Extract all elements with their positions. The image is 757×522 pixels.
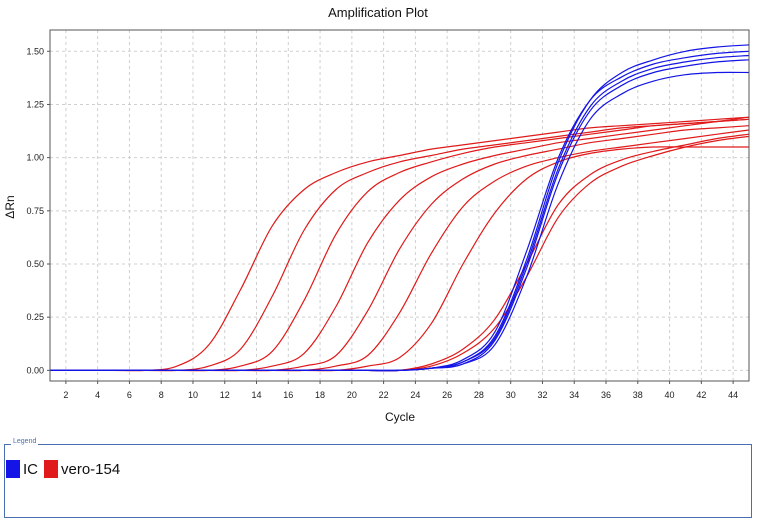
curve-vero-154-6 — [50, 118, 750, 372]
x-tick-label: 6 — [127, 390, 132, 400]
curve-ic-0 — [50, 54, 750, 372]
x-tick-label: 14 — [252, 390, 262, 400]
x-tick-label: 22 — [379, 390, 389, 400]
y-tick-label: 0.25 — [26, 312, 44, 322]
x-tick-label: 18 — [315, 390, 325, 400]
y-tick-label: 1.00 — [26, 153, 44, 163]
x-tick-label: 42 — [696, 390, 706, 400]
curve-vero-154-5 — [50, 116, 750, 372]
x-tick-label: 20 — [347, 390, 357, 400]
legend-label-vero-154: vero-154 — [61, 460, 121, 478]
plot-frame — [49, 29, 750, 382]
legend-caption: Legend — [11, 438, 39, 445]
x-tick-label: 2 — [63, 390, 68, 400]
y-axis-ticks: 0.00 0.25 0.50 0.75 1.00 1.25 1.50 — [26, 46, 50, 375]
y-tick-label: 0.50 — [26, 259, 44, 269]
x-tick-label: 28 — [474, 390, 484, 400]
x-axis-label: Cycle — [385, 410, 415, 424]
x-tick-label: 8 — [159, 390, 164, 400]
amplification-curves — [50, 44, 750, 372]
amplification-plot: Amplification Plot 2 4 6 8 10 12 14 16 18 20 22 24 2… — [3, 5, 750, 424]
x-tick-label: 12 — [220, 390, 230, 400]
curve-vero-154-13 — [50, 135, 750, 372]
chart-title: Amplification Plot — [328, 5, 428, 20]
y-tick-label: 1.50 — [26, 46, 44, 56]
legend-label-ic: IC — [23, 460, 38, 478]
legend-item-vero-154[interactable]: vero-154 — [44, 460, 120, 478]
y-tick-label: 1.25 — [26, 99, 44, 109]
legend-item-ic[interactable]: IC — [6, 460, 38, 478]
x-tick-label: 24 — [410, 390, 420, 400]
curve-vero-154-11 — [50, 146, 749, 372]
x-tick-label: 36 — [601, 390, 611, 400]
x-tick-label: 4 — [95, 390, 100, 400]
y-tick-label: 0.75 — [26, 206, 44, 216]
y-axis-label: ΔRn — [3, 195, 17, 218]
curve-ic-4 — [50, 59, 750, 372]
x-tick-label: 16 — [283, 390, 293, 400]
x-tick-label: 34 — [569, 390, 579, 400]
legend-swatch-ic — [6, 460, 20, 478]
y-tick-label: 0.00 — [26, 365, 44, 375]
x-tick-label: 40 — [665, 390, 675, 400]
legend-swatch-vero-154 — [44, 460, 58, 478]
x-tick-label: 26 — [442, 390, 452, 400]
x-tick-label: 38 — [633, 390, 643, 400]
legend-panel: Legend IC vero-154 — [4, 438, 752, 518]
curve-ic-3 — [50, 44, 750, 372]
curve-vero-154-12 — [50, 133, 750, 372]
legend-items: IC vero-154 — [6, 460, 126, 478]
x-tick-label: 32 — [537, 390, 547, 400]
curve-vero-154-7 — [50, 118, 750, 372]
x-tick-label: 44 — [728, 390, 738, 400]
curve-vero-154-10 — [50, 129, 750, 372]
x-tick-label: 10 — [188, 390, 198, 400]
curve-ic-2 — [50, 71, 750, 372]
x-tick-label: 30 — [506, 390, 516, 400]
gridlines — [50, 30, 749, 381]
x-axis-ticks: 2 4 6 8 10 12 14 16 18 20 22 24 26 28 30 32 34 36 38 40 42 44 — [63, 381, 738, 400]
